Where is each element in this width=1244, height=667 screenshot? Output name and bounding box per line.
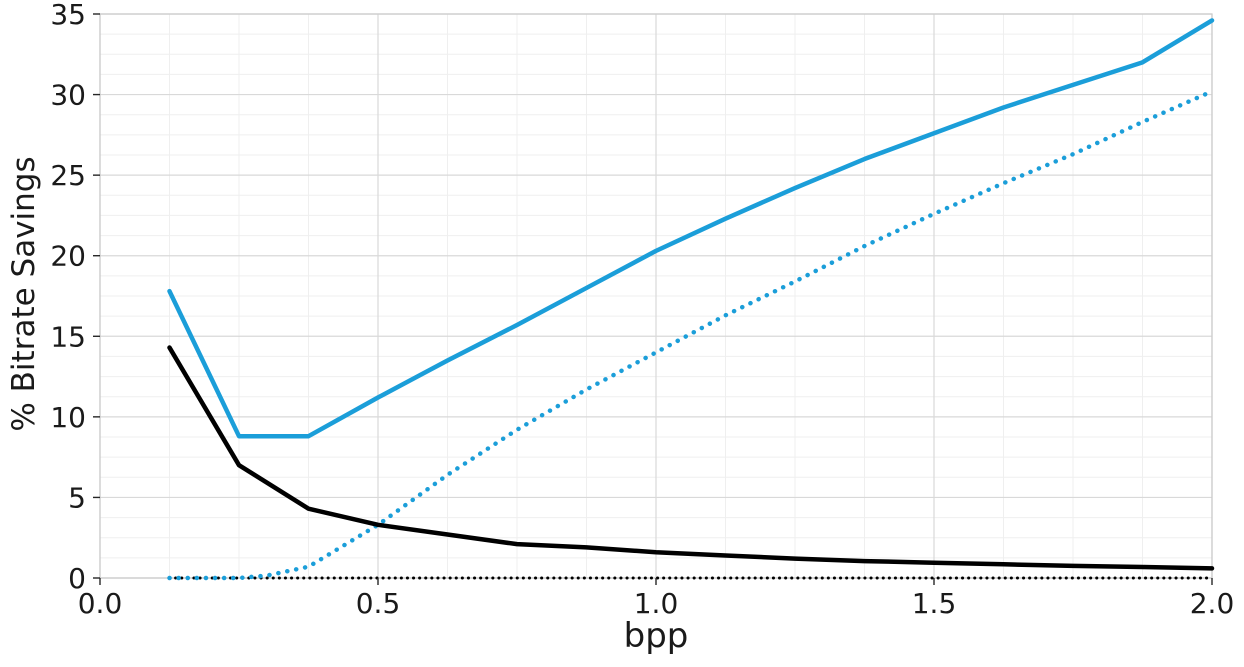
y-tick-label: 25 [50, 159, 86, 192]
y-tick-label: 20 [50, 240, 86, 273]
x-tick-label: 1.0 [634, 587, 679, 620]
series-blue-dotted [167, 89, 1215, 581]
y-tick-label: 15 [50, 320, 86, 353]
x-tick-label: 2.0 [1190, 587, 1235, 620]
series-black-solid [167, 345, 1215, 571]
y-tick-label: 10 [50, 401, 86, 434]
y-tick-label: 30 [50, 79, 86, 112]
x-tick-label: 0.5 [356, 587, 401, 620]
x-tick-label: 0.0 [78, 587, 123, 620]
x-axis-label: bpp [623, 616, 689, 656]
y-axis-label: % Bitrate Savings [6, 156, 42, 432]
y-tick-label: 5 [68, 481, 86, 514]
x-tick-label: 1.5 [912, 587, 957, 620]
y-tick-label: 35 [50, 0, 86, 31]
y-tick-label: 0 [68, 562, 86, 595]
series-blue-solid [167, 18, 1215, 439]
